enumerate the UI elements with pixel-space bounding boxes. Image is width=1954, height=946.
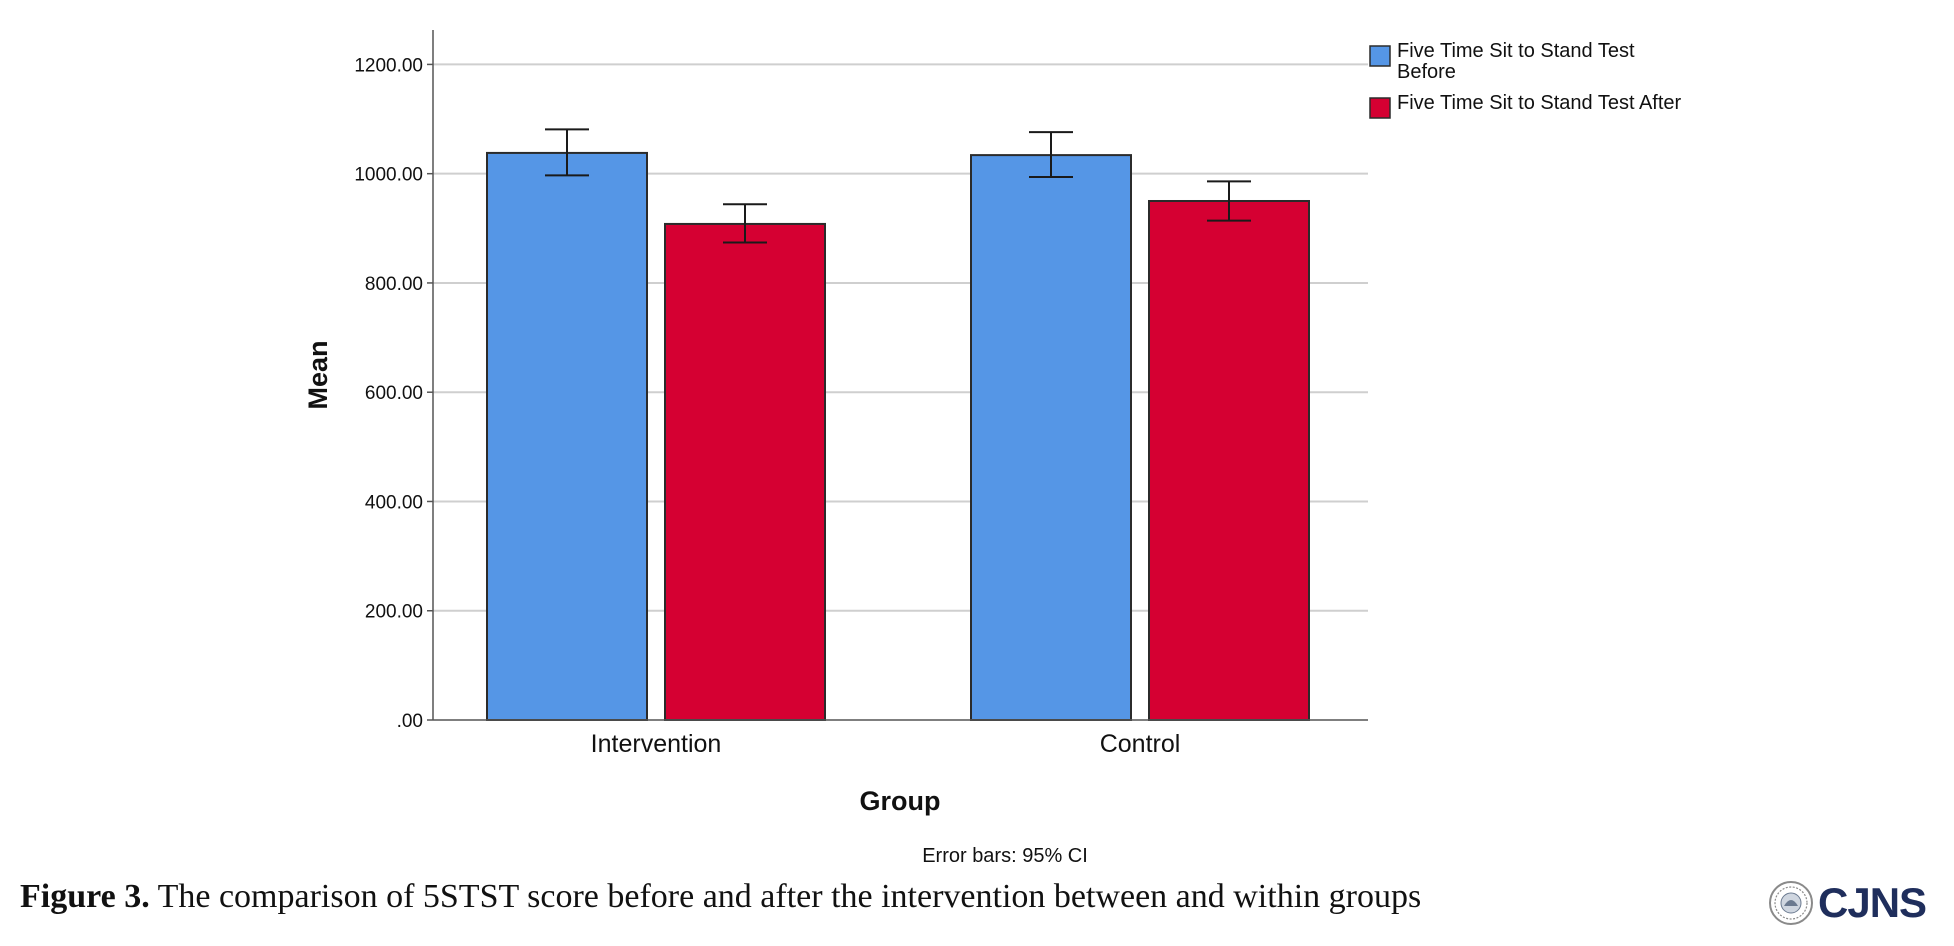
axes <box>432 30 1368 721</box>
y-tick-label: .00 <box>397 711 423 732</box>
legend-swatch <box>1369 97 1391 119</box>
figure-caption-text: The comparison of 5STST score before and… <box>149 878 1422 915</box>
bars <box>486 151 1310 722</box>
journal-logo: CJNS <box>1768 876 1927 930</box>
bar <box>486 151 648 721</box>
bar <box>1148 199 1310 721</box>
journal-logo-text: CJNS <box>1818 879 1927 926</box>
y-tick-label: 200.00 <box>365 602 423 623</box>
error-bars-note: Error bars: 95% CI <box>922 845 1088 867</box>
x-tick-label: Intervention <box>591 730 722 758</box>
y-tick-labels: .00 200.00 400.00 600.00 800.00 1000.00 1200.0… <box>354 55 433 732</box>
x-tick-label: Control <box>1100 730 1181 758</box>
y-tick-label: 400.00 <box>365 492 423 513</box>
figure-caption-label: Figure 3. <box>20 878 150 915</box>
journal-seal-icon <box>1769 881 1813 925</box>
x-tick-labels: Intervention Control <box>591 730 1181 758</box>
legend-entry-label: Five Time Sit to Stand Test After <box>1397 92 1682 114</box>
y-axis-label: Mean <box>303 340 333 409</box>
figure-caption: Figure 3. The comparison of 5STST score … <box>20 878 1421 916</box>
bar <box>970 154 1132 722</box>
y-tick-label: 1000.00 <box>354 165 423 186</box>
bar-chart: .00 200.00 400.00 600.00 800.00 1000.00 1200.0… <box>303 30 1682 867</box>
x-axis-label: Group <box>860 786 941 816</box>
legend-entry-label: Before <box>1397 61 1456 83</box>
y-tick-label: 1200.00 <box>354 55 423 76</box>
legend-swatch <box>1369 45 1391 67</box>
y-tick-label: 600.00 <box>365 383 423 404</box>
bar <box>664 222 826 721</box>
error-bars <box>545 128 1251 244</box>
legend-entry-label: Five Time Sit to Stand Test <box>1397 40 1635 62</box>
y-tick-label: 800.00 <box>365 274 423 295</box>
